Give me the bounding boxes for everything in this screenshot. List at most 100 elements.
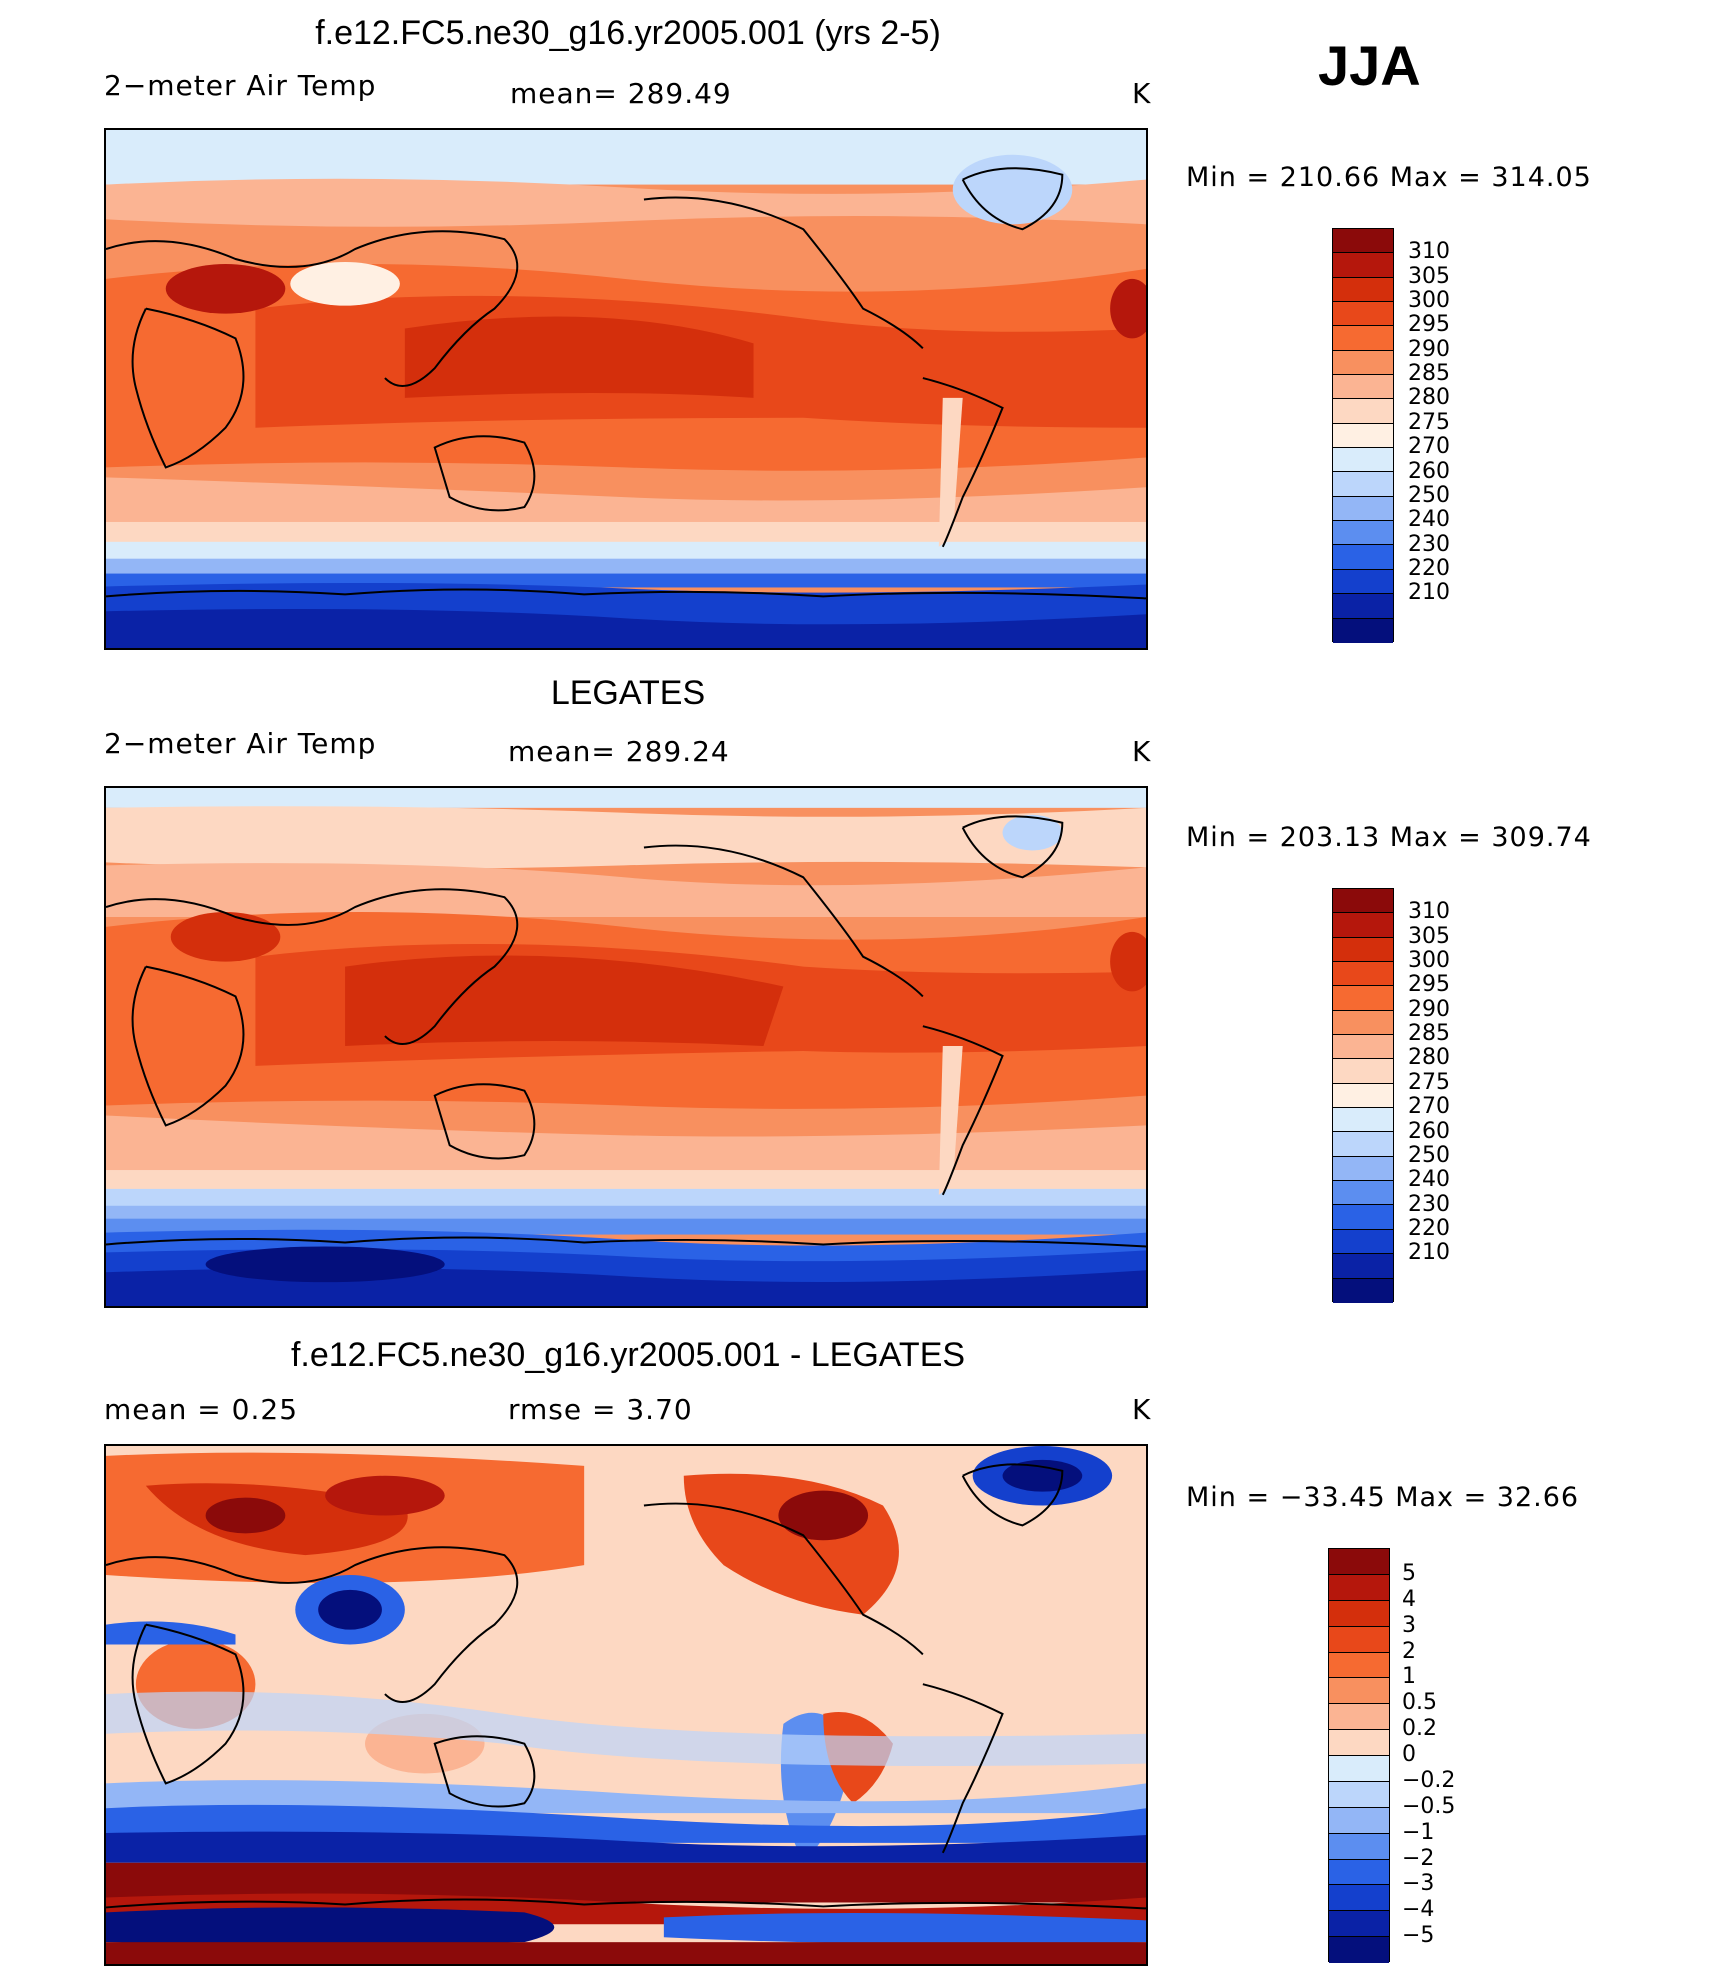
colorbar-swatch: [1333, 545, 1393, 570]
colorbar-swatch: [1329, 1756, 1389, 1782]
colorbar-tick-label: 250: [1408, 1142, 1450, 1168]
colorbar-swatch: [1329, 1704, 1389, 1731]
colorbar-swatch: [1329, 1600, 1389, 1627]
colorbar-swatch: [1329, 1730, 1389, 1756]
panel1-map: [104, 128, 1148, 650]
colorbar-swatch: [1333, 962, 1393, 987]
colorbar-swatch: [1329, 1833, 1389, 1860]
colorbar-tick-label: 275: [1408, 1069, 1450, 1095]
panel3-contour-field: [106, 1446, 1146, 1964]
colorbar-tick-label: 260: [1408, 458, 1450, 484]
colorbar-swatch: [1333, 399, 1393, 424]
colorbar-swatch: [1333, 1108, 1393, 1133]
season-label: JJA: [1318, 34, 1421, 97]
colorbar-swatch: [1329, 1937, 1389, 1963]
colorbar-tick-label: 230: [1408, 1191, 1450, 1217]
colorbar-swatch: [1333, 937, 1393, 963]
colorbar-tick-label: 240: [1408, 1167, 1450, 1193]
colorbar-swatch: [1333, 1083, 1393, 1109]
panel3-colorbar: [1328, 1548, 1390, 1963]
colorbar-swatch: [1333, 521, 1393, 546]
panel2-colorbar-labels: 310 305 300 295 290 285 280 275 270 260 250 240 230 2…: [1408, 888, 1488, 1302]
colorbar-swatch: [1329, 1652, 1389, 1679]
colorbar-tick-label: 295: [1408, 972, 1450, 998]
colorbar-tick-label: 4: [1402, 1586, 1416, 1612]
colorbar-swatch: [1333, 594, 1393, 619]
colorbar-tick-label: 305: [1408, 923, 1450, 949]
colorbar-swatch: [1333, 423, 1393, 449]
colorbar-tick-label: 300: [1408, 288, 1450, 314]
colorbar-tick-label: −0.2: [1402, 1767, 1456, 1793]
colorbar-swatch: [1333, 1254, 1393, 1279]
panel2-map: [104, 786, 1148, 1308]
colorbar-tick-label: 0.2: [1402, 1716, 1437, 1742]
colorbar-swatch: [1333, 986, 1393, 1011]
panel1-contour-field: [106, 130, 1146, 648]
colorbar-swatch: [1333, 448, 1393, 473]
colorbar-tick-label: −2: [1402, 1845, 1435, 1871]
colorbar-swatch: [1329, 1781, 1389, 1808]
colorbar-tick-label: 5: [1402, 1560, 1416, 1586]
colorbar-swatch: [1333, 253, 1393, 278]
colorbar-tick-label: 220: [1408, 555, 1450, 581]
colorbar-swatch: [1333, 1205, 1393, 1230]
colorbar-swatch: [1333, 1156, 1393, 1182]
panel2-title: LEGATES: [550, 674, 706, 712]
colorbar-swatch: [1333, 1278, 1393, 1303]
colorbar-swatch: [1329, 1574, 1389, 1601]
panel3-rmse-label: rmse = 3.70: [508, 1393, 693, 1426]
colorbar-swatch: [1333, 618, 1393, 643]
colorbar-tick-label: 295: [1408, 312, 1450, 338]
colorbar-swatch: [1329, 1885, 1389, 1912]
panel3-units-label: K: [1132, 1393, 1152, 1426]
colorbar-swatch: [1333, 302, 1393, 327]
colorbar-tick-label: 285: [1408, 361, 1450, 387]
colorbar-swatch: [1333, 1035, 1393, 1060]
colorbar-swatch: [1329, 1911, 1389, 1938]
colorbar-tick-label: 0.5: [1402, 1690, 1437, 1716]
colorbar-tick-label: −5: [1402, 1923, 1435, 1949]
colorbar-tick-label: 280: [1408, 385, 1450, 411]
colorbar-tick-label: 270: [1408, 434, 1450, 460]
panel2-minmax: Min = 203.13 Max = 309.74: [1186, 822, 1592, 853]
colorbar-swatch: [1333, 1132, 1393, 1157]
colorbar-swatch: [1333, 1010, 1393, 1036]
colorbar-swatch: [1333, 1181, 1393, 1206]
colorbar-swatch: [1333, 889, 1393, 914]
panel1-variable-label: 2−meter Air Temp: [104, 69, 377, 102]
colorbar-tick-label: −4: [1402, 1897, 1435, 1923]
panel1-minmax: Min = 210.66 Max = 314.05: [1186, 162, 1592, 193]
panel1-colorbar-labels: 310 305 300 295 290 285 280 275 270 260 250 240 230 2…: [1408, 228, 1488, 642]
panel3-mean-label: mean = 0.25: [104, 1393, 299, 1426]
panel3-map: [104, 1444, 1148, 1966]
colorbar-tick-label: 210: [1408, 580, 1450, 606]
colorbar-tick-label: 260: [1408, 1118, 1450, 1144]
colorbar-swatch: [1329, 1859, 1389, 1886]
colorbar-swatch: [1333, 472, 1393, 497]
colorbar-swatch: [1333, 1229, 1393, 1255]
panel3-minmax: Min = −33.45 Max = 32.66: [1186, 1482, 1580, 1513]
colorbar-tick-label: 285: [1408, 1021, 1450, 1047]
panel3-title: f.e12.FC5.ne30_g16.yr2005.001 - LEGATES: [290, 1336, 966, 1374]
panel1-units-label: K: [1132, 77, 1152, 110]
colorbar-swatch: [1329, 1678, 1389, 1705]
panel2-mean-label: mean= 289.24: [508, 735, 730, 768]
colorbar-tick-label: 275: [1408, 409, 1450, 435]
colorbar-swatch: [1333, 913, 1393, 938]
colorbar-swatch: [1333, 496, 1393, 522]
colorbar-tick-label: 310: [1408, 239, 1450, 265]
colorbar-tick-label: 270: [1408, 1094, 1450, 1120]
colorbar-tick-label: 1: [1402, 1664, 1416, 1690]
colorbar-tick-label: 290: [1408, 996, 1450, 1022]
colorbar-tick-label: −3: [1402, 1871, 1435, 1897]
colorbar-tick-label: 290: [1408, 336, 1450, 362]
panel2-variable-label: 2−meter Air Temp: [104, 727, 377, 760]
colorbar-tick-label: 210: [1408, 1240, 1450, 1266]
colorbar-swatch: [1333, 326, 1393, 351]
colorbar-swatch: [1333, 375, 1393, 400]
colorbar-tick-label: 305: [1408, 263, 1450, 289]
colorbar-swatch: [1333, 1059, 1393, 1084]
colorbar-tick-label: 2: [1402, 1638, 1416, 1664]
colorbar-tick-label: 230: [1408, 531, 1450, 557]
colorbar-tick-label: 220: [1408, 1215, 1450, 1241]
